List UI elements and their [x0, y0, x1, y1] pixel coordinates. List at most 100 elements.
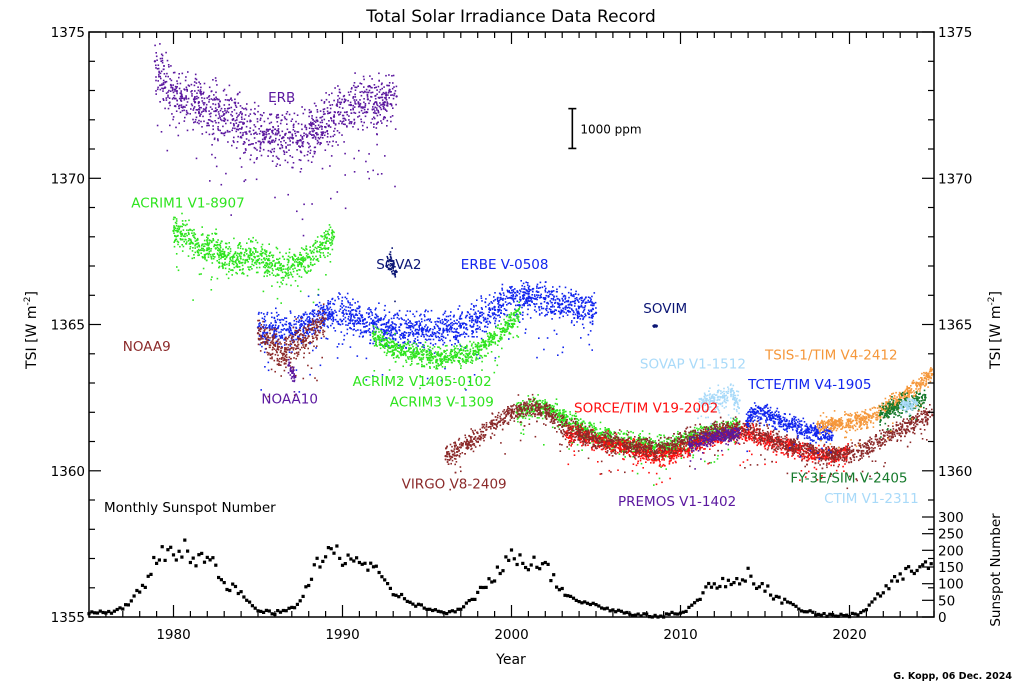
data-point	[342, 95, 345, 98]
data-point	[210, 98, 213, 100]
data-point	[314, 332, 317, 334]
data-point	[446, 329, 449, 332]
data-point	[303, 340, 306, 342]
data-point	[499, 335, 502, 338]
data-point	[338, 122, 340, 125]
data-point	[284, 348, 286, 351]
data-point	[547, 311, 549, 314]
data-point	[176, 240, 179, 243]
data-point	[383, 339, 385, 342]
data-point	[302, 145, 304, 148]
data-point	[518, 311, 522, 314]
data-point	[388, 74, 390, 76]
data-point	[291, 156, 294, 158]
data-point	[259, 343, 261, 346]
data-point	[173, 88, 176, 91]
data-point	[388, 267, 391, 270]
data-point	[558, 316, 561, 319]
data-point	[478, 326, 481, 328]
data-point	[279, 364, 281, 366]
data-point	[354, 72, 356, 74]
data-point	[213, 253, 215, 255]
data-point	[362, 106, 365, 108]
data-point	[299, 262, 301, 264]
data-point	[402, 352, 405, 355]
data-point	[387, 329, 389, 331]
data-point	[222, 248, 224, 251]
data-point	[382, 102, 384, 104]
data-point	[180, 104, 183, 106]
data-point	[276, 318, 279, 321]
data-point	[441, 360, 444, 363]
data-point	[392, 269, 394, 272]
data-point	[292, 257, 294, 259]
data-point	[248, 269, 251, 271]
data-point	[469, 340, 471, 343]
data-point	[363, 331, 365, 334]
data-point	[296, 337, 299, 339]
data-point	[283, 139, 285, 142]
data-point	[333, 231, 335, 234]
data-point	[309, 317, 311, 320]
data-point	[344, 174, 346, 176]
data-point	[535, 297, 537, 300]
data-point	[371, 86, 373, 89]
data-point	[566, 300, 568, 303]
data-point	[321, 312, 324, 315]
data-point	[244, 107, 247, 110]
data-point	[268, 137, 271, 140]
data-point	[447, 359, 450, 361]
data-point	[288, 334, 291, 337]
data-point	[322, 329, 324, 332]
data-point	[288, 259, 290, 262]
data-point	[408, 347, 410, 349]
data-point	[393, 94, 395, 97]
data-point	[287, 269, 289, 272]
data-point	[426, 339, 428, 341]
data-point	[236, 141, 239, 143]
data-point	[292, 338, 295, 341]
data-point	[293, 261, 296, 263]
data-point	[186, 229, 188, 231]
data-point	[389, 256, 392, 258]
data-point	[389, 327, 391, 329]
data-point	[322, 306, 325, 309]
data-point	[337, 322, 340, 325]
data-point	[423, 344, 425, 347]
data-point	[218, 105, 221, 108]
data-point	[419, 375, 421, 377]
data-point	[208, 101, 210, 103]
data-point	[162, 82, 165, 84]
data-point	[327, 247, 330, 249]
data-point	[562, 299, 564, 301]
data-point	[450, 325, 452, 328]
data-point	[554, 313, 557, 315]
data-point	[507, 325, 509, 328]
data-point	[299, 334, 301, 336]
data-point	[203, 250, 205, 252]
data-point	[386, 333, 389, 336]
data-point	[333, 312, 335, 315]
data-point	[307, 256, 309, 258]
data-point	[518, 321, 521, 323]
data-point	[275, 165, 278, 167]
data-point	[363, 330, 366, 333]
data-point	[302, 339, 304, 341]
data-point	[190, 90, 192, 93]
data-point	[301, 141, 304, 144]
data-point	[291, 351, 293, 353]
data-point	[162, 83, 165, 86]
data-point	[275, 340, 278, 343]
data-point	[302, 328, 304, 331]
data-point	[465, 389, 467, 391]
data-point	[348, 312, 351, 315]
data-point	[484, 342, 487, 345]
data-point	[349, 121, 351, 123]
data-point	[518, 292, 521, 295]
data-point	[295, 348, 297, 350]
data-point	[256, 241, 259, 244]
data-point	[279, 319, 281, 321]
data-point	[289, 334, 292, 336]
data-point	[264, 259, 266, 261]
data-point	[215, 91, 217, 94]
